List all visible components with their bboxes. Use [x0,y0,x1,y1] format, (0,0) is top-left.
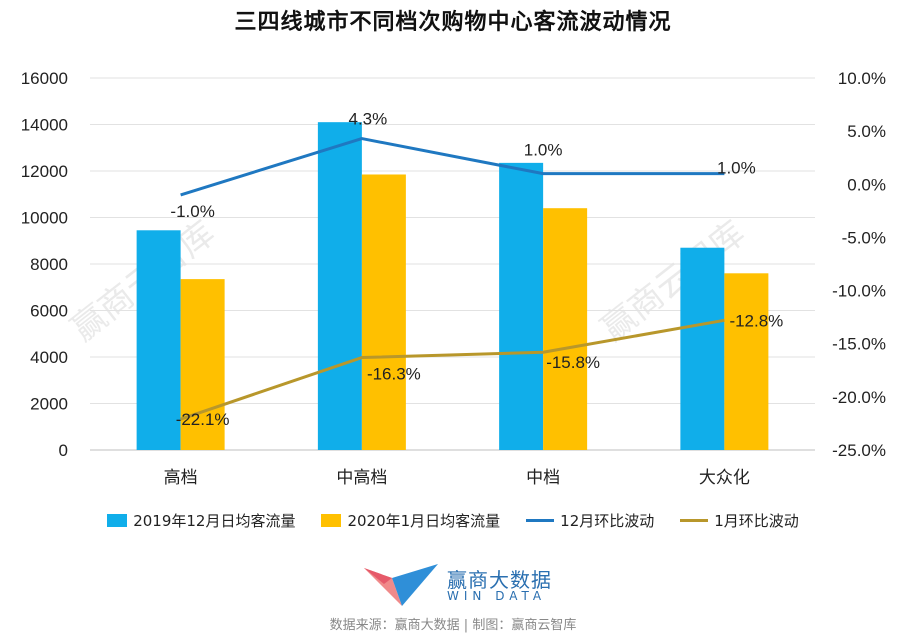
x-tick-label: 高档 [164,468,198,488]
y-left-tick-label: 0 [59,441,68,460]
legend-label: 12月环比波动 [560,512,655,530]
bar [724,273,769,450]
y-right-tick-label: 5.0% [847,122,886,141]
chart-title: 三四线城市不同档次购物中心客流波动情况 [234,10,672,35]
legend-swatch [107,514,128,527]
bar [180,279,225,450]
legend-swatch [526,519,555,522]
y-left-tick-label: 4000 [30,348,68,367]
y-right-tick-label: -10.0% [832,282,886,301]
y-left-tick-label: 12000 [21,162,68,181]
legend-item-line-dec: 12月环比波动 [526,510,654,531]
y-right-tick-label: -5.0% [842,228,886,247]
y-left-tick-label: 2000 [30,395,68,414]
y-right-tick-label: 10.0% [838,69,886,88]
x-tick-label: 中档 [526,468,560,488]
legend-item-bar-2019-12: 2019年12月日均客流量 [107,510,295,531]
y-right-tick-label: -15.0% [832,335,886,354]
brand-logo: 赢商大数据 WIN DATA [362,562,562,608]
bar [499,162,544,451]
series-line [180,137,725,197]
legend-label: 2020年1月日均客流量 [347,512,501,530]
legend-item-bar-2020-01: 2020年1月日均客流量 [321,510,500,531]
y-left-tick-label: 10000 [21,209,68,228]
legend-item-line-jan: 1月环比波动 [680,510,799,531]
bar [361,174,406,451]
legend: 2019年12月日均客流量 2020年1月日均客流量 12月环比波动 1月环比波… [0,510,906,531]
data-label: 4.3% [349,110,388,129]
data-label: -12.8% [729,311,783,330]
data-label: 1.0% [524,141,563,160]
legend-label: 1月环比波动 [714,512,799,530]
bar [317,122,362,451]
bar [136,230,181,450]
legend-swatch [321,514,342,527]
y-right-tick-label: -25.0% [832,441,886,460]
data-label: -1.0% [170,202,214,221]
x-tick-label: 中高档 [336,468,387,488]
legend-label: 2019年12月日均客流量 [133,512,296,530]
data-label: 1.0% [717,159,756,178]
y-left-tick-label: 6000 [30,302,68,321]
logo-subtitle: WIN DATA [447,589,547,603]
data-label: -16.3% [367,365,421,384]
bar [543,208,588,450]
data-label: -15.8% [546,353,600,372]
y-right-tick-label: -20.0% [832,388,886,407]
legend-swatch [680,519,709,522]
y-left-tick-label: 16000 [21,69,68,88]
y-left-tick-label: 8000 [30,255,68,274]
chart-plot: 赢商云智库赢商云智库020004000600080001000012000140… [21,69,886,488]
series-line [180,318,725,421]
bar [680,247,725,450]
source-note: 数据来源：赢商大数据 | 制图：赢商云智库 [329,618,577,633]
y-left-tick-label: 14000 [21,116,68,135]
logo-name: 赢商大数据 [447,568,552,592]
logo-mark-icon [364,564,438,606]
x-tick-label: 大众化 [699,468,750,488]
data-label: -22.1% [176,410,230,429]
y-right-tick-label: 0.0% [847,175,886,194]
